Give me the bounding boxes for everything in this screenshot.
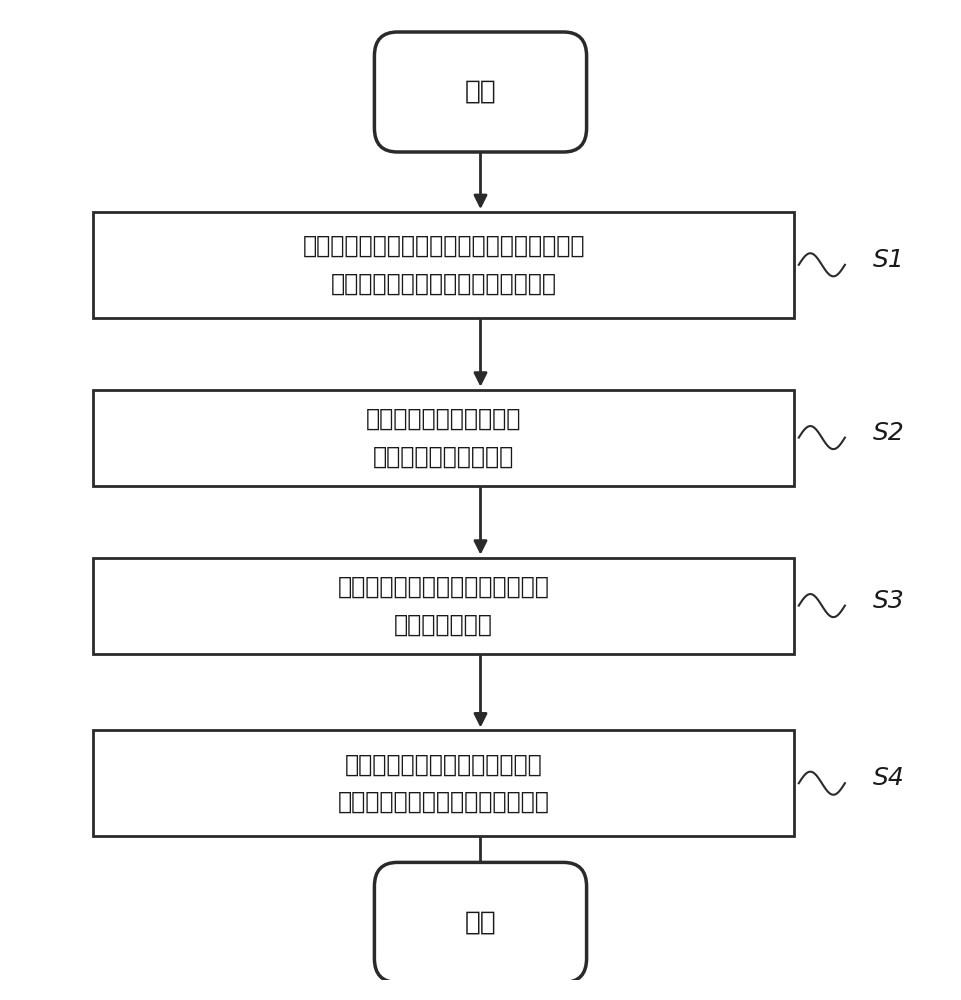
Bar xyxy=(93,558,794,654)
Text: 获得所需生化分子所位于
的各个斑点的位置信息: 获得所需生化分子所位于 的各个斑点的位置信息 xyxy=(366,407,521,468)
FancyBboxPatch shape xyxy=(375,32,586,152)
Text: 结束: 结束 xyxy=(464,909,497,935)
Text: 提供微阵列基板，所述微阵列基板中生化分子
的簇被分类并通过各个斑点单元固定: 提供微阵列基板，所述微阵列基板中生化分子 的簇被分类并通过各个斑点单元固定 xyxy=(303,234,585,295)
Text: S1: S1 xyxy=(873,248,904,272)
Text: 使用所述提取工具通过施加能量
而从所述微阵列基板上分离所需簇: 使用所述提取工具通过施加能量 而从所述微阵列基板上分离所需簇 xyxy=(337,753,550,814)
Text: S4: S4 xyxy=(873,766,904,790)
Text: S3: S3 xyxy=(873,589,904,613)
Text: S2: S2 xyxy=(873,421,904,445)
Text: 开始: 开始 xyxy=(464,79,497,105)
Text: 将用于根据所述位置信息施加能量
的提取工具定位: 将用于根据所述位置信息施加能量 的提取工具定位 xyxy=(337,575,550,636)
Bar xyxy=(93,730,794,836)
FancyBboxPatch shape xyxy=(375,862,586,982)
Bar xyxy=(93,390,794,486)
Bar xyxy=(93,212,794,318)
